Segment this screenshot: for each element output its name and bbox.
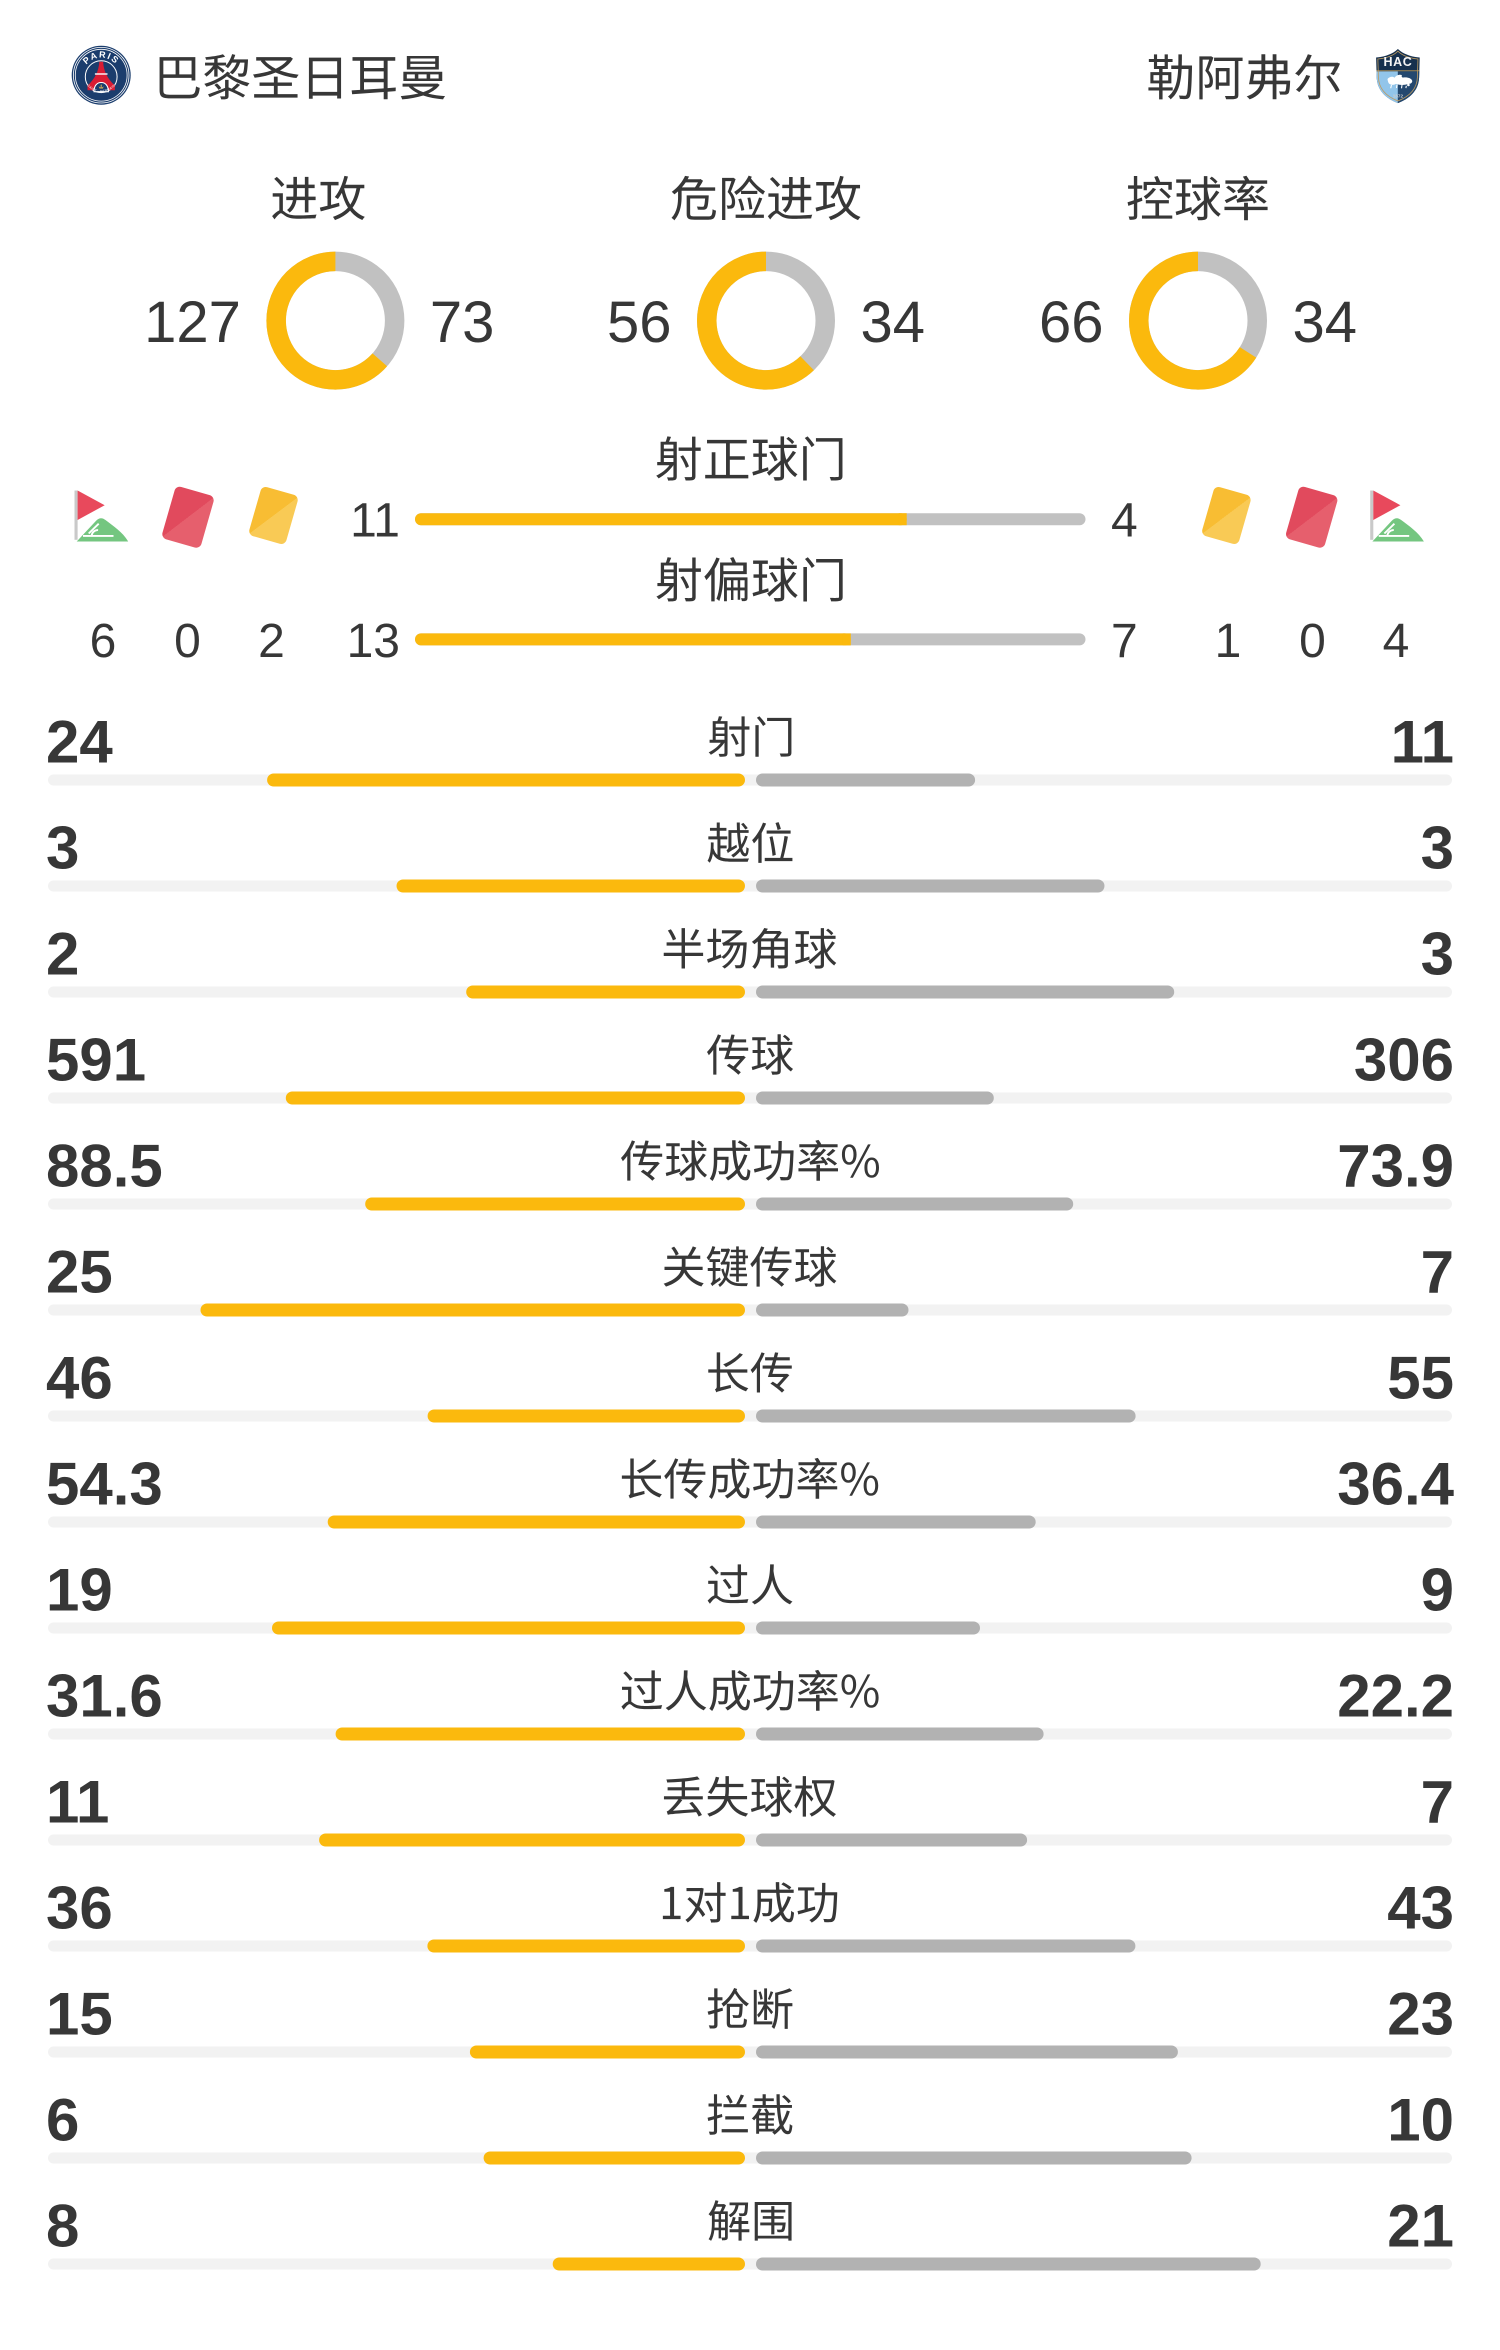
svg-text:HAC: HAC [1383, 55, 1412, 69]
svg-text:56: 56 [607, 290, 672, 355]
svg-text:43: 43 [1387, 1875, 1454, 1942]
svg-text:11: 11 [350, 495, 400, 548]
svg-text:9: 9 [1421, 1557, 1454, 1624]
svg-text:34: 34 [1293, 290, 1358, 355]
svg-text:24: 24 [46, 709, 113, 776]
svg-text:11: 11 [1391, 709, 1454, 776]
svg-text:10: 10 [1387, 2087, 1454, 2154]
svg-text:22.2: 22.2 [1337, 1663, 1454, 1730]
svg-text:25: 25 [46, 1239, 113, 1306]
svg-text:7: 7 [1421, 1769, 1454, 1836]
svg-text:88.5: 88.5 [46, 1133, 163, 1200]
svg-text:19: 19 [46, 1557, 113, 1624]
svg-text:1872: 1872 [1393, 93, 1404, 98]
svg-text:11: 11 [46, 1769, 109, 1836]
svg-text:4: 4 [1383, 615, 1410, 668]
svg-text:3: 3 [1421, 815, 1454, 882]
svg-text:66: 66 [1039, 290, 1104, 355]
svg-text:4: 4 [1111, 495, 1138, 548]
svg-text:7: 7 [1421, 1239, 1454, 1306]
svg-text:127: 127 [144, 290, 241, 355]
svg-text:0: 0 [174, 615, 201, 668]
svg-text:34: 34 [861, 290, 926, 355]
svg-text:1: 1 [1215, 615, 1242, 668]
svg-text:8: 8 [46, 2193, 79, 2260]
svg-text:15: 15 [46, 1981, 113, 2048]
svg-text:54.3: 54.3 [46, 1451, 163, 1518]
svg-text:31.6: 31.6 [46, 1663, 163, 1730]
svg-text:36: 36 [46, 1875, 113, 1942]
svg-text:73: 73 [430, 290, 495, 355]
svg-text:2: 2 [258, 615, 285, 668]
svg-text:PARIS: PARIS [81, 49, 122, 66]
svg-text:55: 55 [1387, 1345, 1454, 1412]
svg-text:73.9: 73.9 [1337, 1133, 1454, 1200]
svg-text:6: 6 [90, 615, 117, 668]
svg-text:306: 306 [1354, 1027, 1454, 1094]
svg-text:36.4: 36.4 [1337, 1451, 1454, 1518]
svg-text:6: 6 [46, 2087, 79, 2154]
svg-text:23: 23 [1387, 1981, 1454, 2048]
svg-text:3: 3 [1421, 921, 1454, 988]
svg-text:21: 21 [1387, 2193, 1454, 2260]
svg-text:46: 46 [46, 1345, 113, 1412]
svg-text:2: 2 [46, 921, 79, 988]
svg-text:13: 13 [347, 615, 400, 668]
svg-text:591: 591 [46, 1027, 146, 1094]
svg-text:0: 0 [1299, 615, 1326, 668]
svg-text:7: 7 [1111, 615, 1138, 668]
svg-text:3: 3 [46, 815, 79, 882]
